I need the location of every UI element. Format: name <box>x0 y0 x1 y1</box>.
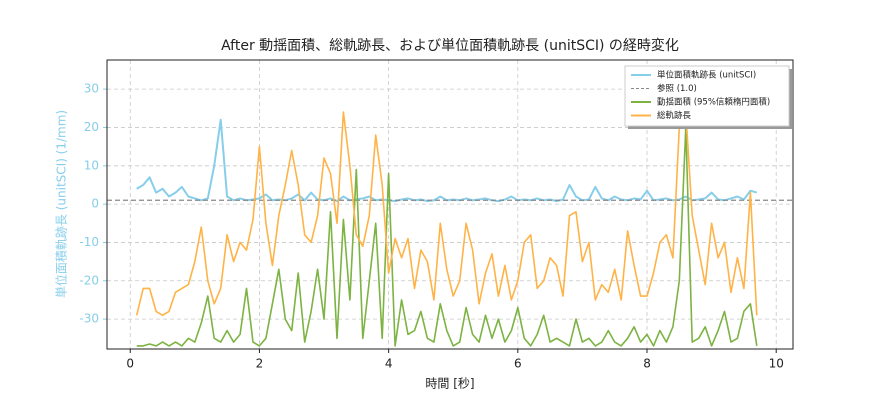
y-tick-label: 30 <box>84 82 99 96</box>
data-line <box>135 111 758 317</box>
legend-label: 単位面積軌跡長 (unitSCI) <box>657 70 756 81</box>
x-tick-label: 10 <box>769 357 784 371</box>
y-tick-label: -20 <box>79 273 99 287</box>
y-tick-label: 0 <box>91 197 99 211</box>
data-line <box>136 126 758 347</box>
x-tick-label: 2 <box>256 357 264 371</box>
axes-frame <box>106 59 794 350</box>
legend-label: 動揺面積 (95%信頼楕円面積) <box>657 97 770 108</box>
x-tick-label: 8 <box>643 357 651 371</box>
legend-label: 参照 (1.0) <box>657 83 697 94</box>
x-axis-label: 時間 [秒] <box>425 377 474 391</box>
plot-area <box>107 111 793 347</box>
chart-title: After 動揺面積、総軌跡長、および単位面積軌跡長 (unitSCI) の経時… <box>221 37 679 54</box>
y-tick-label: -30 <box>79 312 99 326</box>
legend-label: 総軌跡長 <box>657 110 692 121</box>
legend <box>624 65 790 127</box>
y-tick-label: -10 <box>79 235 99 249</box>
y-tick-label: 20 <box>84 120 99 134</box>
x-tick-label: 6 <box>514 357 522 371</box>
y-axis-label: 単位面積軌跡長 (unitSCI) (1/mm) <box>54 110 69 298</box>
y-tick-label: 10 <box>84 158 99 172</box>
data-line <box>136 118 758 203</box>
x-tick-label: 4 <box>385 357 393 371</box>
x-tick-label: 0 <box>126 357 134 371</box>
